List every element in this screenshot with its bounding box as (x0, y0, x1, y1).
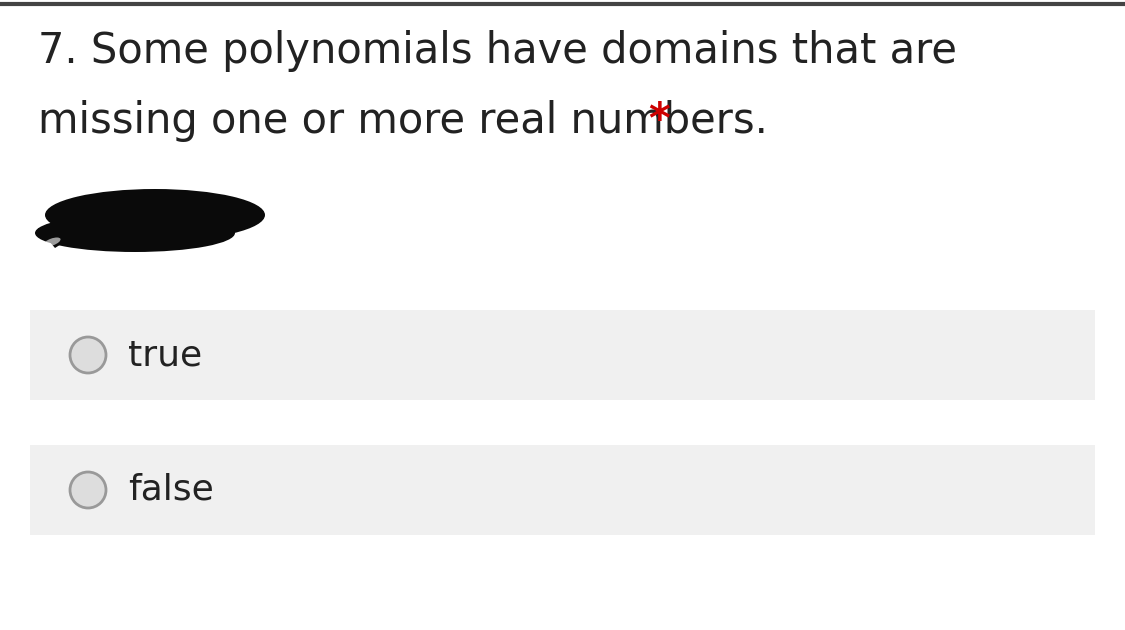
Circle shape (70, 337, 106, 373)
Ellipse shape (35, 214, 235, 252)
Text: *: * (648, 100, 669, 142)
Circle shape (70, 472, 106, 508)
Text: true: true (128, 338, 202, 372)
Text: missing one or more real numbers.: missing one or more real numbers. (38, 100, 768, 142)
Polygon shape (38, 228, 80, 248)
Text: 7. Some polynomials have domains that are: 7. Some polynomials have domains that ar… (38, 30, 957, 72)
Text: false: false (128, 473, 214, 507)
FancyBboxPatch shape (30, 445, 1095, 535)
FancyBboxPatch shape (30, 310, 1095, 400)
Ellipse shape (45, 189, 266, 241)
Ellipse shape (44, 238, 61, 246)
